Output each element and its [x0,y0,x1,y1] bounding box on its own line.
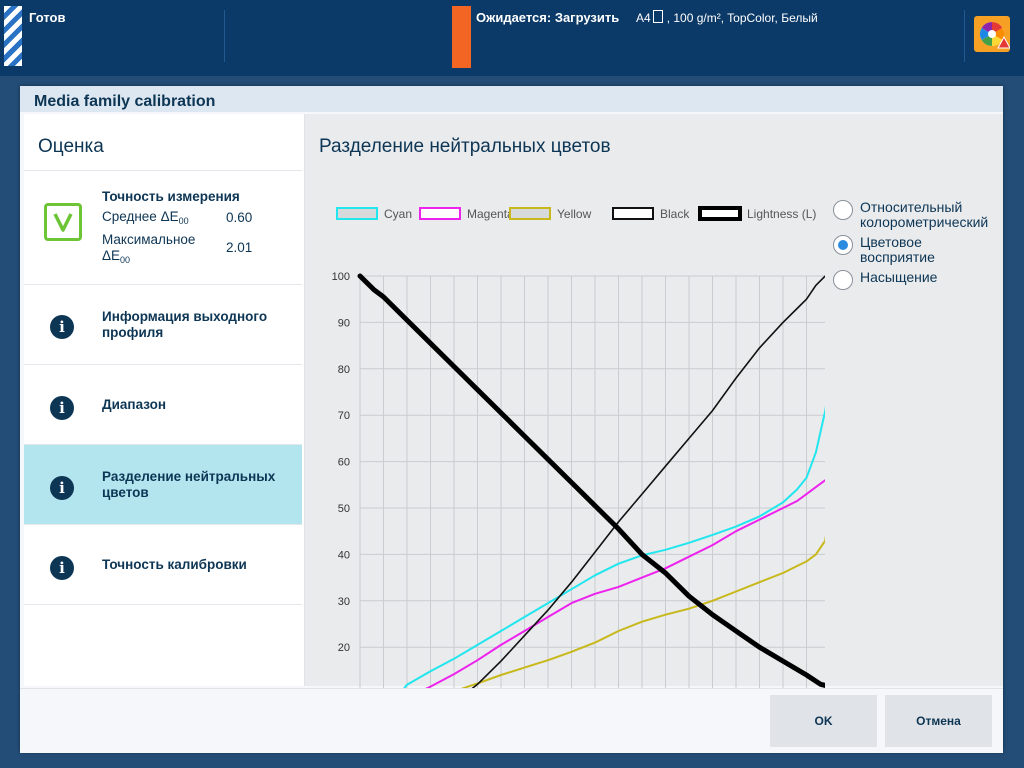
series-line-cyan [398,405,825,694]
sidebar-item-label: Точность калибровки [102,557,247,572]
series-line-magenta [411,479,825,694]
y-tick-label: 40 [338,549,350,561]
media-details: , 100 g/m², TopColor, Белый [666,11,818,25]
info-icon: i [50,396,74,420]
info-icon: i [50,556,74,580]
dialog-footer: OK Отмена [20,688,1003,753]
radio-button[interactable] [833,270,853,290]
max-delta-e-value: 2.01 [226,240,253,255]
y-tick-label: 70 [338,410,350,422]
cancel-button[interactable]: Отмена [885,695,992,747]
max-delta-e-label: Максимальное [102,232,196,247]
job-status-label: Ожидается: Загрузить [476,10,620,25]
content-panel: Разделение нейтральных цветов 0102030405… [305,114,1003,694]
sidebar-item-gamut[interactable]: i Диапазон [24,364,302,444]
max-label-subscript: 00 [120,255,131,265]
series-line-black [463,275,825,694]
radio-label: Насыщение [860,269,938,285]
sidebar-item-output-profile-info[interactable]: i Информация выходного профиля [24,284,302,364]
dialog-title: Media family calibration [34,93,216,110]
evaluation-sidebar: Оценка Точность измерения Среднее ΔE00 0… [24,114,305,686]
y-tick-label: 90 [338,317,350,329]
sidebar-item-neutral-separation[interactable]: i Разделение нейтральных цветов [24,444,302,524]
series-line-lightness-l [357,273,825,688]
sidebar-item-label: Информация выходного профиля [102,309,268,340]
average-label-text: Среднее ΔE [102,209,179,224]
legend-label: Lightness (L) [747,207,816,221]
sidebar-item-label: Точность измерения [102,189,240,204]
y-tick-label: 30 [338,596,350,608]
job-media-info: A4 , 100 g/m², TopColor, Белый [636,10,818,25]
ok-button[interactable]: OK [770,695,877,747]
legend-swatch [698,206,742,221]
max-delta-e-label-symbol: ΔE00 [102,248,130,265]
legend-swatch [336,207,378,220]
legend-swatch [509,207,551,220]
radio-label: Цветовое восприятие [860,234,935,265]
printer-status-text: Готов [29,10,66,25]
info-icon: i [50,476,74,500]
info-icon: i [50,315,74,339]
average-label-subscript: 00 [178,216,189,226]
printer-status-indicator [4,6,22,66]
average-delta-e-value: 0.60 [226,210,253,225]
paper-size: A4 [636,11,651,25]
color-management-icon[interactable] [974,16,1011,52]
divider [224,10,225,62]
divider [964,10,965,62]
legend-label: Yellow [557,207,592,221]
radio-button[interactable] [833,235,853,255]
sidebar-item-label: Разделение нейтральных цветов [102,469,276,500]
top-status-bar: Готов Ожидается: Загрузить A4 , 100 g/m²,… [0,0,1024,76]
y-tick-label: 80 [338,364,350,376]
job-status-indicator [452,6,471,68]
sidebar-heading: Оценка [38,136,104,157]
legend-label: Magenta [467,207,514,221]
y-tick-label: 20 [338,642,350,654]
content-title: Разделение нейтральных цветов [319,136,611,157]
y-tick-label: 60 [338,457,350,469]
neutral-separation-chart: 0102030405060708090100100959085807570656… [332,206,825,694]
y-tick-label: 50 [338,503,350,515]
sidebar-item-measurement-accuracy[interactable]: Точность измерения Среднее ΔE00 0.60 Мак… [24,170,302,284]
dialog-header: Media family calibration [20,86,1003,112]
sidebar-item-calibration-accuracy[interactable]: i Точность калибровки [24,524,302,605]
legend-swatch [612,207,654,220]
page-icon [652,10,663,23]
y-tick-label: 100 [332,271,350,283]
average-delta-e-label: Среднее ΔE00 [102,209,189,226]
legend-label: Cyan [384,207,412,221]
sidebar-item-label: Диапазон [102,397,167,412]
legend-swatch [419,207,461,220]
series-line-yellow [441,534,825,694]
radio-label: Относительный колорометрический [860,199,989,230]
check-icon [44,203,82,241]
radio-button[interactable] [833,200,853,220]
max-label-text: ΔE [102,248,121,263]
calibration-dialog: Media family calibration Оценка Точность… [20,86,1003,753]
legend-label: Black [660,207,690,221]
